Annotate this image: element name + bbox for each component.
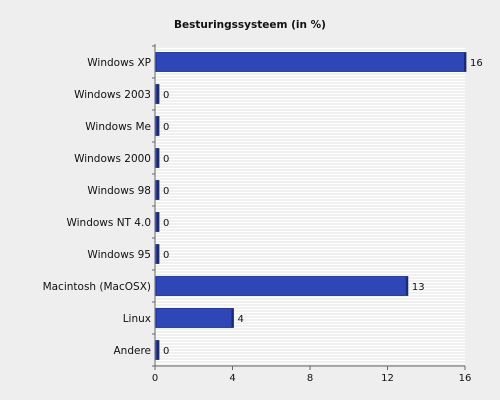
category-label: Windows 2003 bbox=[74, 89, 151, 101]
x-tick-label: 0 bbox=[152, 373, 158, 384]
bar-edge-9 bbox=[157, 340, 159, 360]
category-label: Windows 2000 bbox=[74, 153, 151, 165]
bar-7 bbox=[155, 276, 409, 296]
category-label: Windows 95 bbox=[87, 249, 151, 261]
bar-8 bbox=[155, 308, 234, 328]
bar-0 bbox=[155, 52, 467, 72]
bar-edge-3 bbox=[157, 148, 159, 168]
bar-edge-1 bbox=[157, 84, 159, 104]
value-label: 0 bbox=[163, 346, 169, 357]
bar-edge-6 bbox=[157, 244, 159, 264]
value-label: 0 bbox=[163, 186, 169, 197]
x-tick-label: 8 bbox=[307, 373, 313, 384]
bar-edge-4 bbox=[157, 180, 159, 200]
bar-edge-0 bbox=[464, 52, 466, 72]
category-label: Windows NT 4.0 bbox=[66, 217, 151, 229]
category-label: Macintosh (MacOSX) bbox=[43, 281, 151, 293]
bar-edge-5 bbox=[157, 212, 159, 232]
category-label: Windows 98 bbox=[87, 185, 151, 197]
value-label: 13 bbox=[412, 282, 425, 293]
chart-title: Besturingssysteem (in %) bbox=[174, 19, 326, 31]
value-label: 0 bbox=[163, 90, 169, 101]
bar-edge-7 bbox=[405, 276, 408, 296]
value-label: 0 bbox=[163, 154, 169, 165]
x-tick-label: 12 bbox=[381, 373, 394, 384]
value-label: 16 bbox=[470, 58, 483, 69]
category-label: Windows XP bbox=[87, 57, 151, 69]
plot-area: Windows XP 16 Windows 2003 0 Windows Me 0 Wind… bbox=[43, 44, 483, 384]
category-label: Linux bbox=[123, 313, 151, 325]
category-label: Windows Me bbox=[85, 121, 151, 133]
x-tick-label: 4 bbox=[229, 373, 235, 384]
bar-edge-8 bbox=[231, 308, 234, 328]
x-tick-label: 16 bbox=[459, 373, 472, 384]
value-label: 0 bbox=[163, 250, 169, 261]
bar-edge-2 bbox=[157, 116, 159, 136]
category-label: Andere bbox=[113, 345, 151, 357]
value-label: 0 bbox=[163, 218, 169, 229]
value-label: 4 bbox=[238, 314, 244, 325]
value-label: 0 bbox=[163, 122, 169, 133]
